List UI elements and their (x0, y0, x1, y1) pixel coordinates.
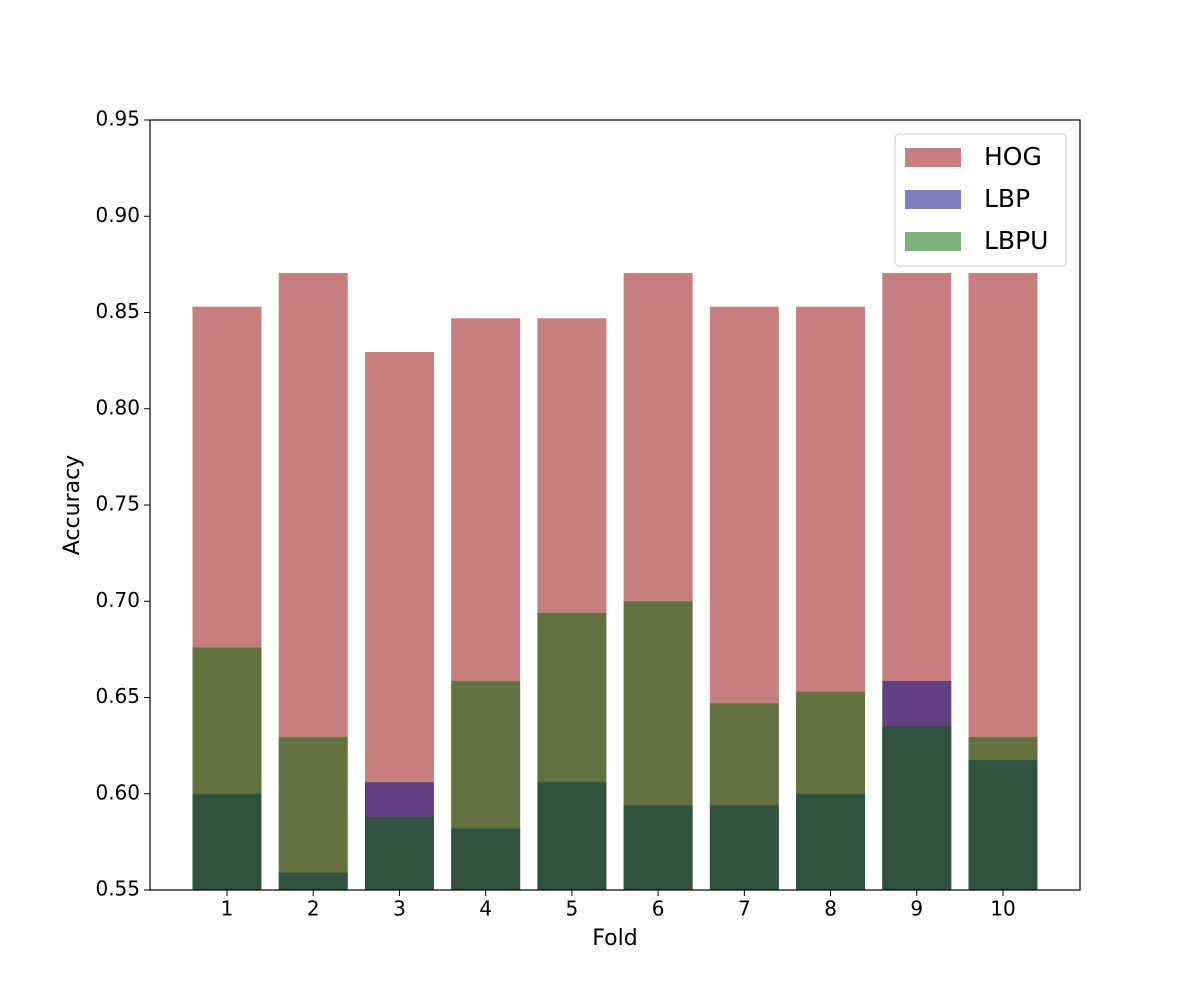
y-axis-label: Accuracy (60, 455, 85, 555)
legend-label: LBPU (984, 226, 1048, 255)
y-tick-label: 0.55 (95, 877, 140, 901)
bar (537, 612, 607, 890)
x-tick-label: 8 (824, 897, 837, 921)
legend-label: LBP (984, 184, 1030, 213)
x-tick-label: 7 (738, 897, 751, 921)
legend-swatch (905, 148, 961, 167)
y-tick-label: 0.95 (95, 107, 140, 131)
bar (796, 691, 866, 890)
bar (968, 736, 1038, 890)
y-tick-label: 0.75 (95, 492, 140, 516)
y-tick-label: 0.90 (95, 203, 140, 227)
bar (278, 736, 348, 890)
y-tick-label: 0.65 (95, 684, 140, 708)
x-tick-label: 6 (652, 897, 665, 921)
x-tick-label: 10 (990, 897, 1015, 921)
bar (364, 816, 434, 890)
bar (451, 680, 521, 890)
plot-area (192, 273, 1038, 891)
legend-label: HOG (984, 142, 1042, 171)
bar (623, 601, 693, 890)
x-axis-label: Fold (592, 926, 637, 951)
x-tick-label: 5 (566, 897, 579, 921)
bar (192, 647, 262, 890)
x-tick-label: 3 (393, 897, 406, 921)
y-tick-label: 0.85 (95, 299, 140, 323)
legend-swatch (905, 232, 961, 251)
legend-swatch (905, 190, 961, 209)
bar (709, 703, 779, 890)
x-tick-label: 2 (307, 897, 320, 921)
x-tick-label: 9 (910, 897, 923, 921)
y-tick-label: 0.60 (95, 780, 140, 804)
x-tick-label: 4 (479, 897, 492, 921)
x-tick-label: 1 (221, 897, 234, 921)
y-tick-label: 0.70 (95, 588, 140, 612)
y-tick-label: 0.80 (95, 395, 140, 419)
bar (882, 726, 952, 890)
